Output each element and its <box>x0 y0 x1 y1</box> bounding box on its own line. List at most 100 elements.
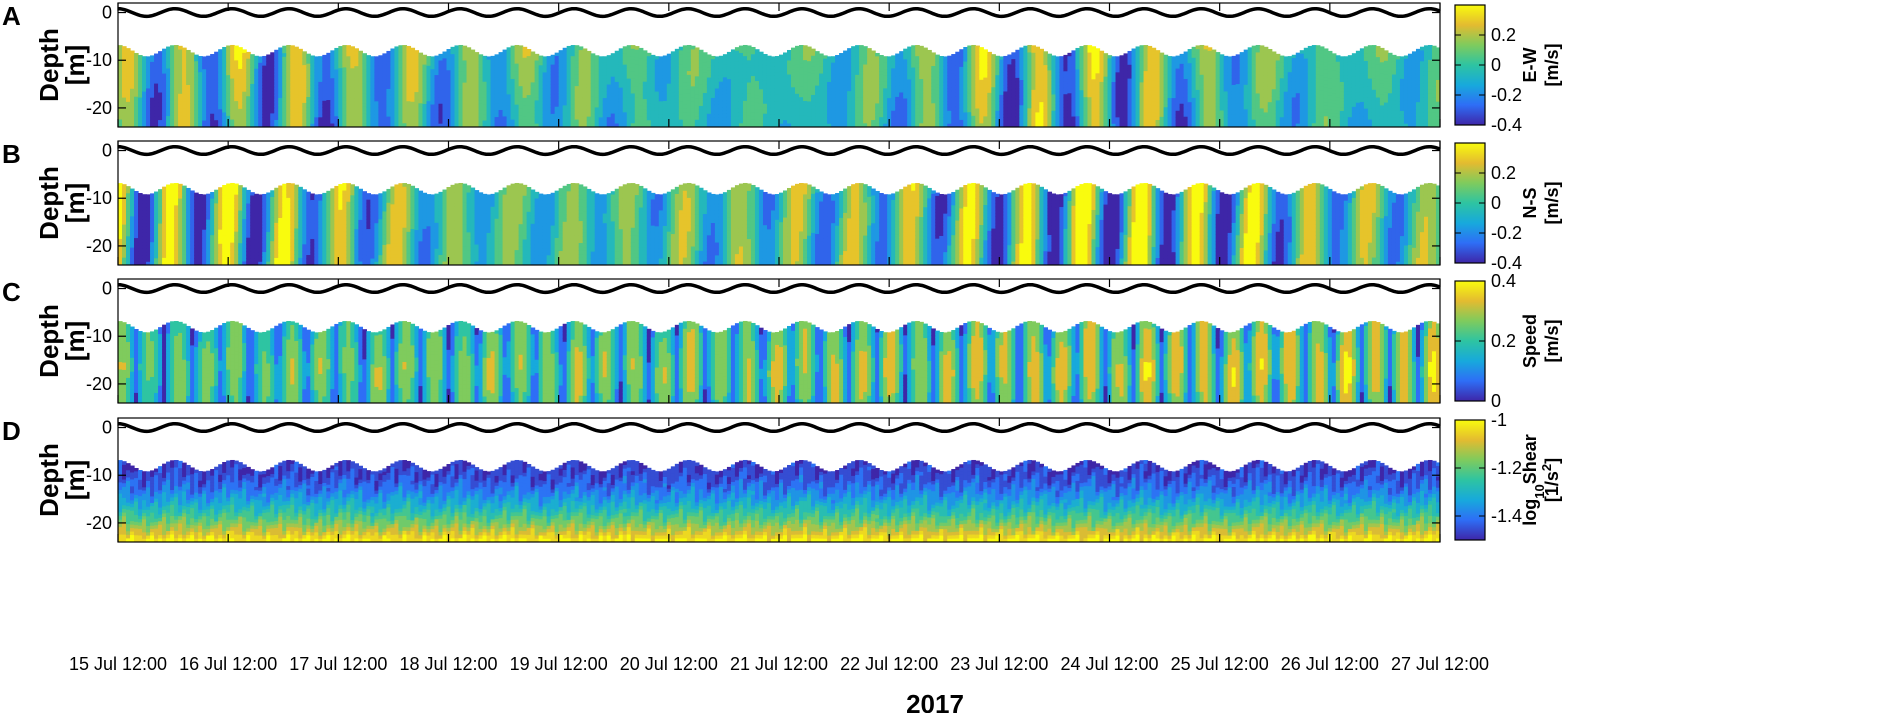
heatmap-cell <box>126 87 131 92</box>
heatmap-cell <box>702 72 708 77</box>
heatmap-cell <box>746 123 752 127</box>
heatmap-cell <box>823 65 828 69</box>
heatmap-cell <box>154 66 159 71</box>
heatmap-cell <box>530 78 536 83</box>
heatmap-cell <box>302 123 307 127</box>
heatmap-cell <box>482 120 488 125</box>
heatmap-cell <box>242 84 247 89</box>
heatmap-cell <box>734 72 740 77</box>
heatmap-cell <box>262 72 267 76</box>
heatmap-cell <box>234 97 239 102</box>
heatmap-cell <box>923 62 928 67</box>
heatmap-cell <box>458 100 464 106</box>
heatmap-cell <box>214 92 219 97</box>
heatmap-cell <box>726 68 732 73</box>
heatmap-cell <box>302 68 307 73</box>
heatmap-cell <box>550 61 556 66</box>
heatmap-cell <box>430 120 436 125</box>
heatmap-cell <box>646 116 652 121</box>
heatmap-cell <box>398 74 404 80</box>
heatmap-cell <box>298 48 303 53</box>
heatmap-cell <box>362 86 367 91</box>
heatmap-cell <box>154 110 159 115</box>
heatmap-cell <box>410 62 416 67</box>
heatmap-cell <box>342 56 347 61</box>
heatmap-cell <box>438 63 444 68</box>
heatmap-cell <box>734 87 740 92</box>
heatmap-cell <box>542 98 548 102</box>
heatmap-cell <box>338 90 343 95</box>
heatmap-cell <box>198 94 203 99</box>
heatmap-cell <box>750 61 756 66</box>
heatmap-cell <box>354 112 359 117</box>
heatmap-cell <box>847 76 852 81</box>
heatmap-cell <box>995 110 1000 115</box>
heatmap-cell <box>855 100 860 106</box>
heatmap-cell <box>762 123 768 127</box>
heatmap-cell <box>142 59 147 64</box>
heatmap-cell <box>130 64 135 69</box>
heatmap-cell <box>827 59 832 64</box>
heatmap-cell <box>246 103 251 108</box>
heatmap-cell <box>226 89 231 95</box>
heatmap-cell <box>939 114 944 118</box>
heatmap-cell <box>895 123 900 127</box>
heatmap-cell <box>422 107 428 112</box>
heatmap-cell <box>118 119 123 124</box>
heatmap-cell <box>827 110 832 115</box>
heatmap-cell <box>474 113 480 118</box>
heatmap-cell <box>1003 65 1008 70</box>
heatmap-cell <box>999 101 1004 106</box>
heatmap-cell <box>823 81 828 86</box>
heatmap-cell <box>434 114 440 118</box>
heatmap-cell <box>190 93 195 98</box>
heatmap-cell <box>750 68 756 74</box>
heatmap-cell <box>418 106 424 111</box>
heatmap-cell <box>562 76 568 81</box>
heatmap-cell <box>230 78 235 83</box>
heatmap-cell <box>254 84 259 89</box>
heatmap-cell <box>590 96 596 101</box>
heatmap-cell <box>883 75 888 80</box>
heatmap-cell <box>851 53 856 58</box>
heatmap-cell <box>654 59 660 64</box>
heatmap-cell <box>959 105 964 110</box>
heatmap-cell <box>270 120 275 125</box>
heatmap-cell <box>726 58 732 63</box>
heatmap-cell <box>702 52 708 57</box>
heatmap-cell <box>230 63 235 68</box>
heatmap-cell <box>150 65 155 70</box>
heatmap-cell <box>582 48 588 53</box>
heatmap-cell <box>154 96 159 101</box>
heatmap-cell <box>574 100 580 106</box>
heatmap-cell <box>350 116 355 121</box>
heatmap-cell <box>402 100 408 106</box>
heatmap-cell <box>222 46 227 52</box>
heatmap-cell <box>170 48 175 54</box>
heatmap-cell <box>538 58 544 63</box>
heatmap-cell <box>226 86 231 91</box>
heatmap-cell <box>318 120 323 125</box>
heatmap-cell <box>438 73 444 78</box>
heatmap-cell <box>566 49 572 54</box>
heatmap-cell <box>895 110 900 115</box>
heatmap-cell <box>570 104 576 109</box>
heatmap-cell <box>458 71 464 76</box>
heatmap-cell <box>879 120 884 125</box>
heatmap-cell <box>602 120 608 125</box>
heatmap-cell <box>959 116 964 121</box>
heatmap-cell <box>426 94 432 99</box>
heatmap-cell <box>891 74 896 79</box>
heatmap-cell <box>206 68 211 73</box>
heatmap-cell <box>134 63 139 68</box>
heatmap-cell <box>134 120 139 125</box>
heatmap-cell <box>935 77 940 82</box>
heatmap-cell <box>614 92 620 97</box>
heatmap-cell <box>466 50 472 56</box>
heatmap-cell <box>498 82 504 87</box>
heatmap-cell <box>566 108 572 113</box>
heatmap-cell <box>170 123 175 127</box>
heatmap-cell <box>238 58 243 63</box>
heatmap-cell <box>811 119 816 125</box>
heatmap-cell <box>126 55 131 60</box>
